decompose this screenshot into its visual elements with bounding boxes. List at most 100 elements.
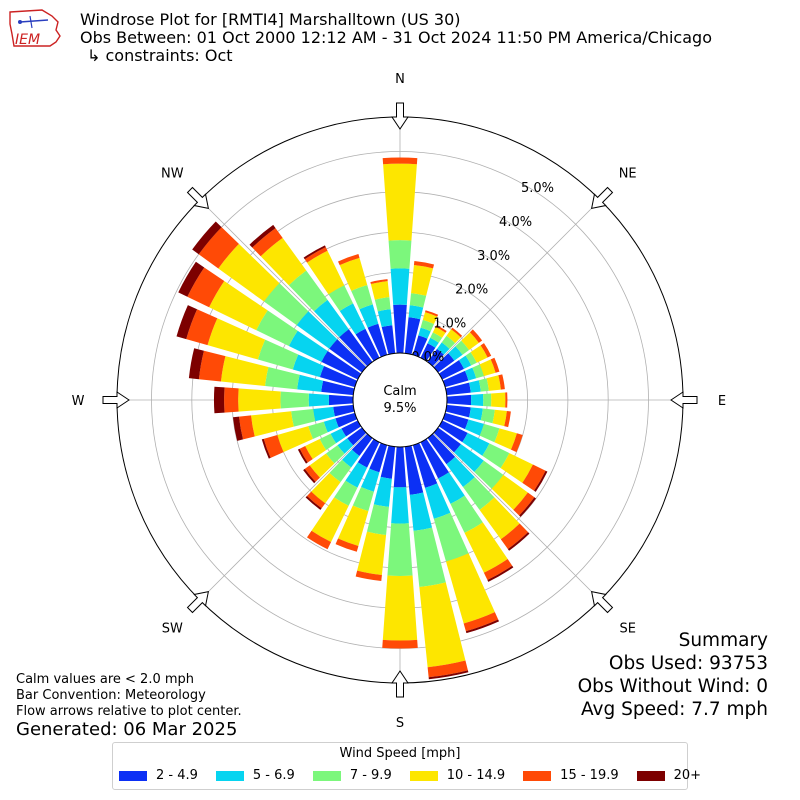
bar-segment-270-bin3 [238,388,281,412]
compass-label-se: SE [619,622,635,637]
bar-segment-280-bin5 [188,348,204,380]
bar-segment-350-bin1 [377,309,393,328]
bar-segment-330-bin3 [306,250,345,295]
bar-segment-280-bin1 [297,374,324,392]
bar-segment-50-bin4 [469,329,483,343]
bar-segment-120-bin2 [482,443,510,469]
bar-segment-120-bin4 [522,464,546,491]
bar-segment-280-bin0 [321,380,355,396]
bar-segment-100-bin4 [504,411,511,428]
bar-segment-10-bin0 [404,317,421,355]
bar-segment-260-bin2 [291,408,316,427]
bar-segment-240-bin2 [319,433,337,451]
bar-segment-350-bin2 [374,297,391,312]
compass-label-e: E [718,394,726,409]
bar-segment-220-bin2 [329,459,352,483]
bar-segment-260-bin3 [251,411,294,437]
bar-segment-160-bin4 [463,612,499,632]
bar-segment-30-bin0 [420,343,436,362]
compass-labels: N NE E SE S SW W NW [72,72,727,731]
bar-segment-230-bin0 [347,427,367,446]
flow-arrow-icon [590,590,614,614]
bar-segment-40-bin3 [446,329,461,344]
bar-segment-270-bin5 [213,386,225,414]
bar-segment-50-bin3 [461,332,479,350]
windrose-bars [176,157,548,680]
calm-label: Calm [383,384,416,399]
flow-arrow-icon [186,186,210,210]
summary-avg-speed: Avg Speed: 7.7 mph [580,699,768,720]
bar-segment-150-bin3 [464,522,508,573]
bar-segment-240-bin5 [297,448,308,464]
bar-segment-20-bin4 [425,310,439,317]
bar-segment-170-bin4 [427,660,468,678]
bar-segment-110-bin3 [494,428,517,450]
radial-tick-label: 4.0% [499,215,532,230]
bar-segment-140-bin0 [427,433,456,465]
bar-segment-30-bin4 [435,325,447,333]
bar-segment-80-bin0 [445,382,471,396]
bar-segment-10-bin1 [408,305,424,320]
bar-segment-100-bin3 [492,409,507,427]
bar-segment-290-bin0 [319,365,358,388]
calm-note: Calm values are < 2.0 mph [16,672,195,687]
bar-segment-200-bin4 [335,538,359,552]
bar-segment-320-bin3 [260,237,307,286]
bar-segment-0-bin2 [388,240,412,269]
bar-segment-350-bin0 [381,325,396,355]
bar-segment-260-bin1 [313,406,335,422]
bar-segment-40-bin2 [441,335,456,349]
bar-segment-150-bin4 [483,559,513,581]
bar-segment-230-bin3 [309,453,335,478]
chart-legend: Wind Speed [mph] 2 - 4.9 5 - 6.9 7 - 9.9 10… [112,742,701,790]
bar-segment-300-bin5 [178,261,205,297]
bar-segment-300-bin2 [256,310,298,347]
bar-segment-320-bin2 [288,270,328,312]
bar-segment-90-bin0 [446,394,472,406]
bar-segment-40-bin4 [451,327,463,338]
bar-segment-140-bin3 [479,497,520,540]
flow-arrow-icon [102,391,130,409]
bar-segment-240-bin4 [299,446,313,463]
bar-segment-200-bin3 [338,505,369,546]
bar-segment-80-bin3 [486,375,501,391]
bar-segment-270-bin4 [224,387,239,413]
bar-segment-120-bin1 [462,432,490,456]
bar-segment-310-bin2 [263,283,309,326]
compass-label-nw: NW [161,166,184,181]
legend-item: 7 - 9.9 [312,768,392,783]
bar-convention-note: Bar Convention: Meteorology [16,688,206,703]
bar-segment-250-bin0 [335,412,358,428]
bar-segment-10-bin2 [409,293,427,308]
bar-segment-60-bin0 [438,360,465,380]
bar-segment-20-bin2 [420,319,435,332]
legend-swatch [119,770,147,781]
bar-segment-30-bin2 [430,332,443,343]
radial-tick-label: 3.0% [477,249,510,264]
bar-segment-330-bin1 [339,303,366,335]
bar-segment-120-bin5 [534,470,548,492]
bar-segment-220-bin3 [311,472,341,504]
bar-segment-300-bin3 [209,281,268,331]
bar-segment-310-bin1 [296,311,338,349]
compass-label-s: S [396,716,404,731]
bar-segment-40-bin1 [437,342,450,355]
bar-segment-60-bin4 [480,343,492,358]
bar-segment-320-bin5 [249,224,276,248]
bar-segment-260-bin4 [239,415,255,440]
bar-segment-140-bin1 [446,456,475,488]
bar-segment-120-bin0 [438,420,468,443]
bar-segment-170-bin3 [419,582,466,668]
bar-segment-160-bin1 [425,483,451,519]
bar-segment-240-bin3 [305,439,327,460]
iowa-outline-icon [9,9,61,47]
bar-segment-50-bin2 [455,340,470,355]
bar-segment-340-bin4 [338,254,360,266]
legend-swatch [409,770,438,781]
bar-segment-220-bin4 [306,491,326,509]
compass-label-n: N [395,72,405,87]
bar-segment-270-bin2 [280,391,309,409]
legend-swatch [523,770,552,781]
grid-spoke [432,432,601,601]
